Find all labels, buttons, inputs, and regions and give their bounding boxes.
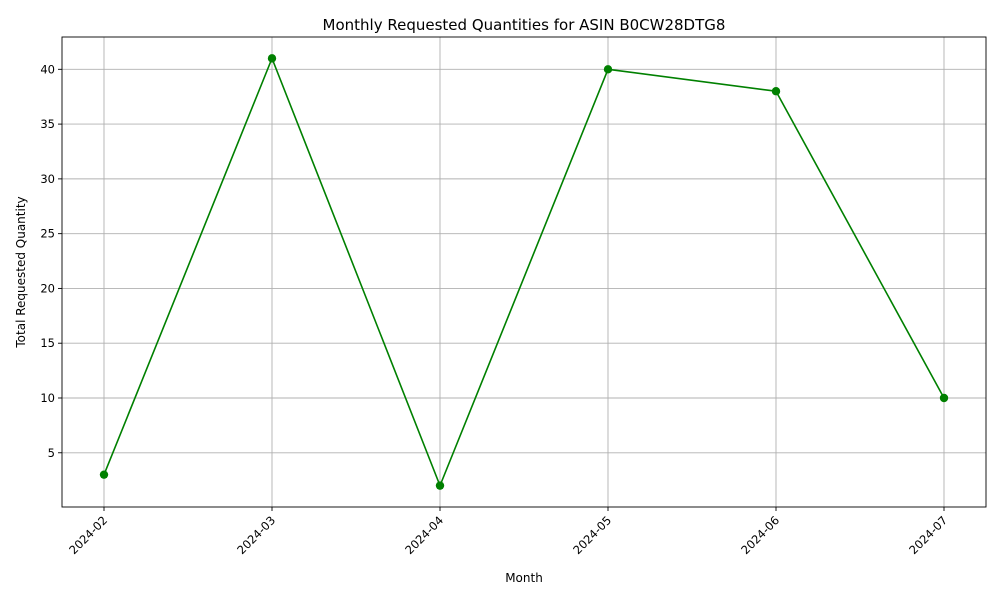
chart-title: Monthly Requested Quantities for ASIN B0…	[323, 16, 726, 34]
y-tick-label: 30	[40, 172, 55, 186]
y-tick-label: 40	[40, 62, 55, 76]
series-line	[103, 57, 945, 487]
y-tick-label: 15	[40, 336, 55, 350]
y-axis-label: Total Requested Quantity	[14, 196, 28, 348]
y-tick-label: 5	[48, 446, 55, 460]
grid	[62, 37, 986, 507]
data-point-marker	[603, 65, 613, 74]
x-axis-label: Month	[505, 571, 543, 585]
plot-frame	[61, 36, 987, 508]
series	[99, 54, 949, 490]
y-tick-label: 20	[40, 281, 55, 295]
y-axis-ticks: 5 10 15 20 25 30 35 40	[40, 62, 62, 460]
data-point-marker	[435, 481, 445, 490]
data-point-marker	[939, 393, 949, 403]
y-tick-label: 10	[40, 391, 55, 405]
data-point-marker	[99, 470, 109, 479]
y-tick-label: 25	[40, 227, 55, 241]
y-tick-label: 35	[40, 117, 55, 131]
data-point-marker	[267, 54, 277, 63]
data-point-marker	[771, 87, 781, 96]
